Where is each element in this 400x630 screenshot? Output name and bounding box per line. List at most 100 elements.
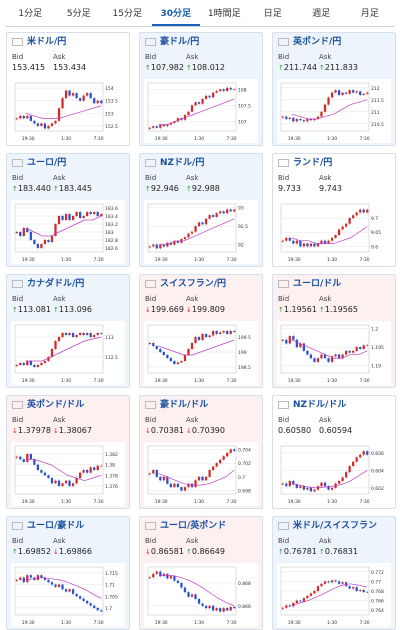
price-chart[interactable]: 1.2 1.195 1.19 19:30 1:30 7:30	[277, 321, 391, 385]
candle-body	[327, 358, 330, 362]
rate-card[interactable]: 豪ドル/ドル Bid Ask ↓0.70381 ↓0.70390 0.704 0.702 0.…	[139, 395, 263, 509]
chart-svg: 108 107.5 107 19:30 1:30 7:30	[144, 79, 258, 143]
candle-body	[316, 586, 320, 591]
rate-card[interactable]: ユーロ/円 Bid Ask ↑183.440 ↑183.445 183.6 183.4 183…	[6, 153, 130, 267]
candle-body	[190, 105, 194, 112]
candle-body	[219, 608, 222, 612]
tab-7[interactable]: 月足	[360, 9, 379, 19]
bid-label: Bid	[145, 295, 157, 303]
candle-body	[71, 216, 75, 220]
price-chart[interactable]: 212 211.5 211 210.5 19:30 1:30 7:30	[277, 79, 391, 143]
candle-body	[82, 95, 85, 101]
pair-name[interactable]: ユーロ/円	[27, 158, 67, 168]
candle-body	[352, 350, 355, 353]
plot-frame	[280, 324, 370, 374]
rate-card[interactable]: ランド/円 Bid Ask 9.733 9.743 9.7 9.65 9.6 19:30 1:30…	[272, 153, 396, 267]
candle-body	[78, 212, 82, 218]
price-chart[interactable]: 0.772 0.77 0.768 0.766 0.764 19:30 1:30 7:30	[277, 563, 391, 627]
pair-name[interactable]: 豪ドル/円	[160, 37, 200, 47]
ask-label: Ask	[53, 416, 66, 424]
candle-body	[362, 93, 365, 95]
x-tick-label: 19:30	[155, 257, 168, 263]
price-chart[interactable]: 1.715 1.71 1.705 1.7 19:30 1:30 7:30	[11, 563, 125, 627]
candle-body	[93, 605, 96, 608]
rate-card[interactable]: 米ドル/円 Bid Ask 153.415 153.434 154 153.5 153 152.…	[6, 32, 130, 146]
tab-6[interactable]: 週足	[312, 9, 331, 19]
rate-card[interactable]: ユーロ/豪ドル Bid Ask ↑1.69852 ↓1.69866 1.715 1.71 1.…	[6, 516, 130, 630]
candle-body	[362, 451, 365, 455]
chart-svg: 113 112.5 19:30 1:30 7:30	[11, 321, 125, 385]
rate-card[interactable]: カナダドル/円 Bid Ask ↑113.081 ↑113.096 113 112.5 19:…	[6, 274, 130, 388]
candle-body	[169, 576, 173, 579]
pair-name[interactable]: ユーロ/英ポンド	[160, 521, 227, 531]
price-chart[interactable]: 0.704 0.702 0.7 0.698 19:30 1:30 7:30	[144, 442, 258, 506]
moving-average-line	[291, 470, 368, 489]
pair-name[interactable]: スイスフラン/円	[160, 279, 227, 289]
pair-name[interactable]: 英ポンド/ドル	[27, 400, 85, 410]
rate-card[interactable]: 豪ドル/円 Bid Ask ↑107.982 ↑108.012 108 107.5 107 19…	[139, 32, 263, 146]
chart-background	[11, 442, 125, 506]
candle-body	[96, 465, 99, 470]
price-chart[interactable]: 0.868 0.866 19:30 1:30 7:30	[144, 563, 258, 627]
candle-body	[29, 115, 32, 121]
chart-svg: 0.606 0.604 0.602 19:30 1:30 7:30	[277, 442, 391, 506]
tab-0[interactable]: 1分足	[18, 9, 43, 19]
rate-card[interactable]: NZドル/ドル Bid Ask 0.60580 0.60594 0.606 0.604 0.6…	[272, 395, 396, 509]
plot-frame	[147, 445, 237, 495]
candle-body	[47, 475, 50, 478]
candle-body	[100, 100, 103, 104]
pair-name[interactable]: 豪ドル/ドル	[160, 400, 209, 410]
price-chart[interactable]: 93 92.5 92 19:30 1:30 7:30	[144, 200, 258, 264]
pair-name[interactable]: ユーロ/豪ドル	[27, 521, 85, 531]
candle-body	[162, 573, 165, 577]
ask-label: Ask	[319, 174, 332, 182]
chart-svg: 0.772 0.77 0.768 0.766 0.764 19:30 1:30 7:30	[277, 563, 391, 627]
rate-card[interactable]: 米ドル/スイスフラン Bid Ask ↑0.76781 ↑0.76831 0.772 0.7…	[272, 516, 396, 630]
pair-name[interactable]: NZドル/ドル	[293, 400, 347, 410]
tab-2[interactable]: 15分足	[112, 9, 142, 19]
price-chart[interactable]: 154 153.5 153 152.5 19:30 1:30 7:30	[11, 79, 125, 143]
arrow-up-icon: ↑	[145, 64, 151, 72]
plot-frame	[147, 324, 237, 374]
price-chart[interactable]: 108 107.5 107 19:30 1:30 7:30	[144, 79, 258, 143]
price-chart[interactable]: 0.606 0.604 0.602 19:30 1:30 7:30	[277, 442, 391, 506]
candle-body	[61, 483, 64, 486]
y-tick-label: 0.866	[238, 604, 251, 610]
pair-name[interactable]: 米ドル/円	[27, 37, 67, 47]
candle-body	[299, 343, 302, 348]
bid-value: ↑211.744	[278, 63, 317, 72]
rate-card[interactable]: 英ポンド/ドル Bid Ask ↓1.37978 ↓1.38067 1.382 1.38 1.…	[6, 395, 130, 509]
pair-name[interactable]: NZドル/円	[160, 158, 205, 168]
arrow-down-icon: ↓	[145, 427, 151, 435]
price-chart[interactable]: 199.5 199 198.5 19:30 1:30 7:30	[144, 321, 258, 385]
x-tick-label: 7:30	[227, 499, 237, 505]
pair-name[interactable]: ランド/円	[293, 158, 333, 168]
rate-card[interactable]: スイスフラン/円 Bid Ask ↓199.669 ↓199.809 199.5 199 19…	[139, 274, 263, 388]
candle-body	[96, 212, 99, 216]
bid-value: ↑0.76781	[278, 547, 317, 556]
y-tick-label: 0.868	[238, 581, 251, 587]
pair-name[interactable]: ユーロ/ドル	[293, 279, 342, 289]
arrow-down-icon: ↓	[53, 427, 59, 435]
pair-name[interactable]: カナダドル/円	[27, 279, 85, 289]
price-chart[interactable]: 9.7 9.65 9.6 19:30 1:30 7:30	[277, 200, 391, 264]
ask-value: ↓1.69866	[53, 547, 92, 556]
candle-body	[344, 350, 348, 355]
price-chart[interactable]: 113 112.5 19:30 1:30 7:30	[11, 321, 125, 385]
tab-1[interactable]: 5分足	[66, 9, 91, 19]
tab-3[interactable]: 30分足	[151, 4, 200, 26]
tab-4[interactable]: 1時間足	[207, 9, 241, 19]
rate-card[interactable]: 英ポンド/円 Bid Ask ↑211.744 ↑211.833 212 211.5 211 2…	[272, 32, 396, 146]
rate-card[interactable]: NZドル/円 Bid Ask ↑92.946 ↑92.988 93 92.5 92 19:30 1…	[139, 153, 263, 267]
candle-body	[281, 240, 284, 242]
price-chart[interactable]: 1.382 1.38 1.378 1.376 19:30 1:30 7:30	[11, 442, 125, 506]
rate-card[interactable]: ユーロ/英ポンド Bid Ask ↓0.86581 ↑0.86649 0.868 0.866…	[139, 516, 263, 630]
rate-card[interactable]: ユーロ/ドル Bid Ask ↑1.19561 ↑1.19565 1.2 1.195 1.19…	[272, 274, 396, 388]
arrow-down-icon: ↓	[12, 427, 18, 435]
x-tick-label: 1:30	[194, 499, 204, 505]
price-chart[interactable]: 183.6 183.4 183.2 183 182.8 182.6 19:30 1:30 7:3…	[11, 200, 125, 264]
candle-body	[187, 233, 190, 238]
tab-5[interactable]: 日足	[263, 9, 282, 19]
pair-name[interactable]: 英ポンド/円	[293, 37, 342, 47]
pair-name[interactable]: 米ドル/スイスフラン	[293, 521, 378, 531]
